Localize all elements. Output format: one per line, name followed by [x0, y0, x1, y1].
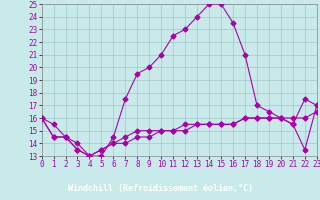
Text: Windchill (Refroidissement éolien,°C): Windchill (Refroidissement éolien,°C) — [68, 184, 252, 193]
